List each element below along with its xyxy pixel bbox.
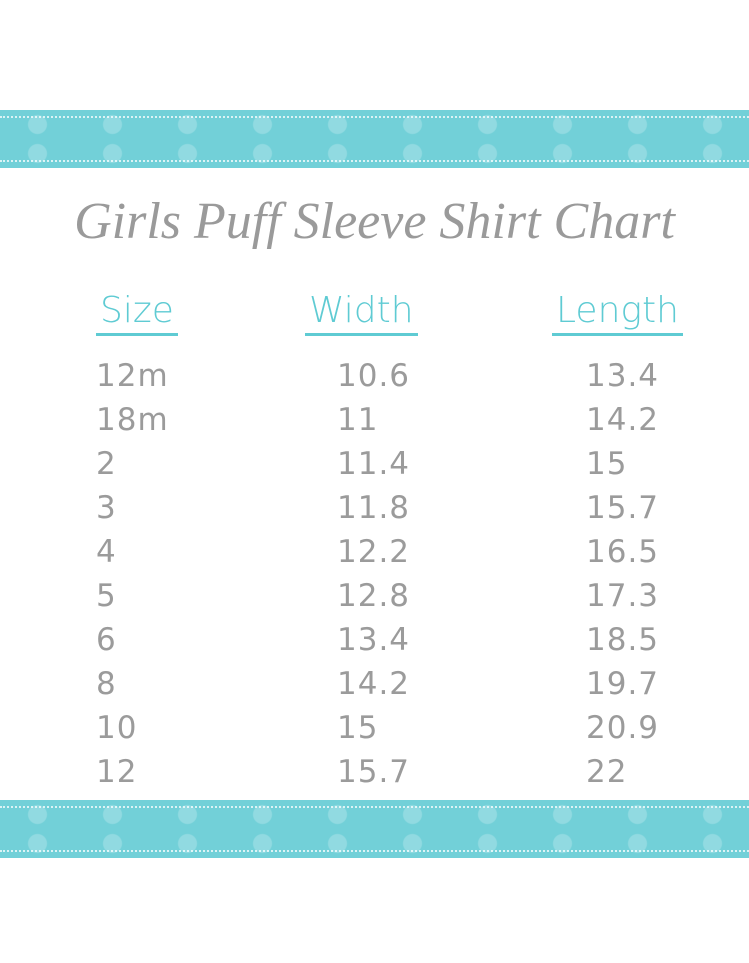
length-cell: 15.7 [586,490,660,526]
length-cell: 18.5 [586,622,660,658]
size-header: Size [96,290,178,336]
width-cell: 11.8 [337,490,411,526]
size-cell: 3 [96,490,117,526]
width-cell: 14.2 [337,666,411,702]
width-column: Width 10.6 11 11.4 11.8 12.2 12.8 13.4 14.2 15 15… [305,290,418,794]
length-cell: 19.7 [586,666,660,702]
size-cell: 2 [96,446,117,482]
bottom-ribbon-banner [0,800,749,858]
size-cell: 5 [96,578,117,614]
top-ribbon-banner [0,110,749,168]
length-cell: 15 [586,446,628,482]
length-cell: 17.3 [586,578,660,614]
length-cell: 14.2 [586,402,660,438]
chart-title: Girls Puff Sleeve Shirt Chart [74,193,675,250]
length-column: Length 13.4 14.2 15 15.7 16.5 17.3 18.5 19.7 20.… [552,290,683,794]
size-cell: 12m [96,358,169,394]
width-header: Width [305,290,418,336]
width-cell: 12.2 [337,534,411,570]
length-header: Length [552,290,683,336]
size-cell: 4 [96,534,117,570]
width-cell: 11 [337,402,379,438]
size-column: Size 12m 18m 2 3 4 5 6 8 10 12 [96,290,178,794]
length-cell: 16.5 [586,534,660,570]
size-cell: 10 [96,710,138,746]
size-cell: 18m [96,402,169,438]
length-cell: 13.4 [586,358,660,394]
width-cell: 13.4 [337,622,411,658]
length-cell: 20.9 [586,710,660,746]
width-cell: 15 [337,710,379,746]
size-cell: 12 [96,754,138,790]
width-cell: 15.7 [337,754,411,790]
width-cell: 10.6 [337,358,411,394]
width-cell: 11.4 [337,446,411,482]
size-cell: 8 [96,666,117,702]
length-cell: 22 [586,754,628,790]
size-cell: 6 [96,622,117,658]
width-cell: 12.8 [337,578,411,614]
